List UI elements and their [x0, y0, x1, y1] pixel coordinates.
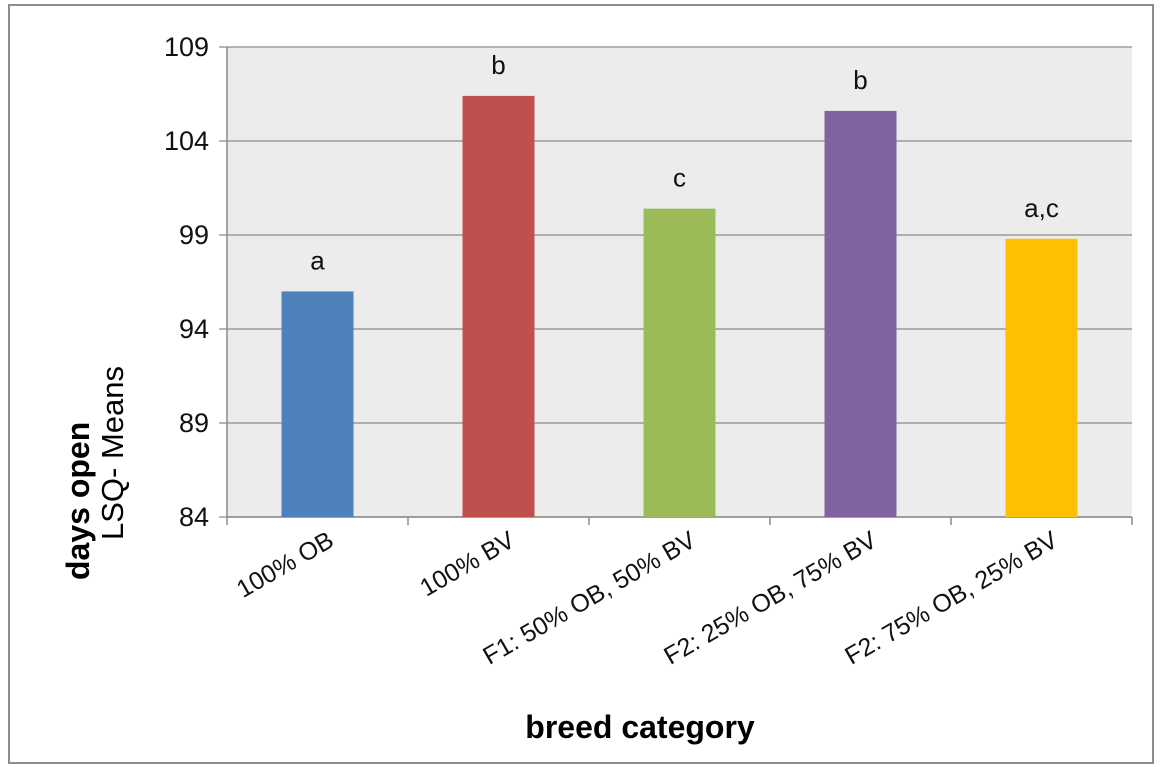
data-label: b	[853, 65, 867, 95]
y-tick-label: 104	[164, 126, 209, 156]
x-axis-label: breed category	[525, 709, 755, 745]
y-axis-label-bold: days open	[60, 422, 96, 580]
bar	[281, 291, 354, 517]
bar	[1005, 238, 1078, 517]
y-tick-label: 84	[179, 502, 209, 532]
svg-text:days open LSQ- Means: days open LSQ- Means	[60, 366, 130, 580]
data-label: a,c	[1024, 193, 1059, 223]
y-tick-label: 109	[164, 32, 209, 62]
y-axis-label-units: LSQ- Means	[95, 366, 130, 540]
data-label: c	[673, 163, 686, 193]
y-tick-label: 94	[179, 314, 209, 344]
x-category-label: 100% OB	[232, 526, 339, 604]
data-label: a	[310, 245, 325, 275]
data-label: b	[491, 50, 505, 80]
y-tick-label: 89	[179, 408, 209, 438]
y-tick-label: 99	[179, 220, 209, 250]
x-category-label: 100% BV	[415, 526, 520, 603]
bar	[462, 95, 535, 517]
bar	[824, 110, 897, 518]
bar	[643, 208, 716, 517]
